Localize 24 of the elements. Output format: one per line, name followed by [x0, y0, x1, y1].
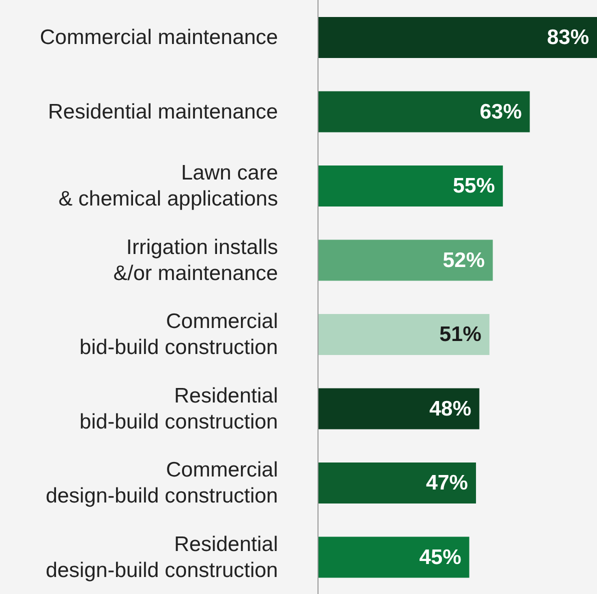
- data-label: 45%: [419, 546, 462, 569]
- bar: [318, 17, 597, 58]
- y-tick-label: Commercial maintenance: [40, 26, 278, 49]
- bar: [318, 536, 470, 578]
- bar: [318, 240, 493, 281]
- y-tick-label: Commercial design-build construction: [46, 458, 278, 508]
- bar: [318, 166, 503, 206]
- data-label: 51%: [439, 323, 482, 346]
- y-tick-label: Lawn care & chemical applications: [58, 161, 278, 210]
- bar: [318, 314, 490, 355]
- data-label: 47%: [426, 472, 468, 494]
- data-label: 52%: [442, 248, 486, 272]
- y-tick-label: Commercial bid-build construction: [80, 310, 278, 359]
- y-tick-label: Residential maintenance: [48, 100, 278, 123]
- data-label: 83%: [546, 26, 590, 49]
- data-label: 55%: [452, 174, 496, 198]
- y-tick-label: Irrigation installs &/or maintenance: [113, 235, 278, 284]
- bar: [318, 462, 476, 504]
- bar: [318, 388, 480, 430]
- y-tick-label: Residential bid-build construction: [80, 384, 278, 433]
- data-label: 48%: [429, 397, 472, 420]
- bar: [318, 91, 530, 132]
- y-tick-label: Residential design-build construction: [46, 532, 278, 582]
- data-label: 63%: [480, 100, 522, 124]
